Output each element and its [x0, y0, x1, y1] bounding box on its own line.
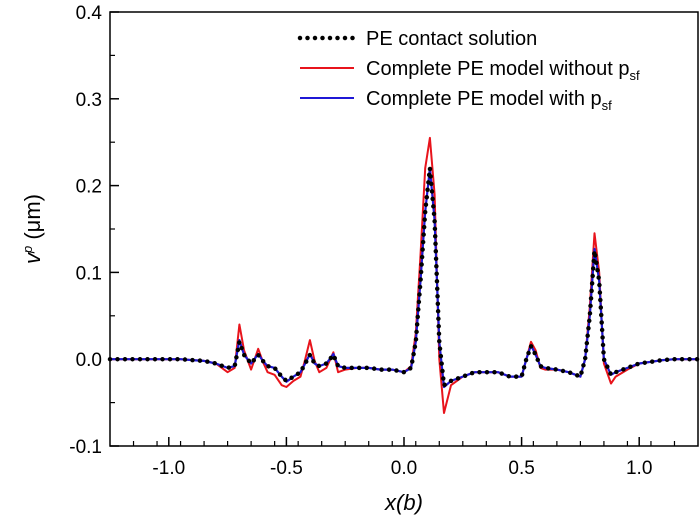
y-axis-symbol: v — [20, 251, 45, 264]
y-tick-label: 0.0 — [76, 350, 102, 371]
y-tick-label: 0.4 — [76, 3, 103, 24]
x-tick-labels: -1.0 -0.5 0.0 0.5 1.0 — [152, 458, 652, 479]
x-tick-label: -1.0 — [152, 458, 185, 479]
x-tick-label: 0.0 — [391, 458, 417, 479]
legend: PE contact solution Complete PE model wi… — [297, 28, 640, 113]
y-axis-superscript: p — [20, 246, 35, 254]
legend-label-with-psf-sub: sf — [602, 98, 613, 113]
x-tick-label: -0.5 — [270, 458, 303, 479]
legend-label-with-psf-text: Complete PE model with p — [366, 88, 602, 110]
series-line-with-psf — [110, 167, 698, 389]
y-axis-title: vp (μm) — [20, 194, 45, 264]
legend-label-without-psf-text: Complete PE model without p — [366, 58, 629, 80]
y-tick-label: 0.2 — [76, 177, 102, 198]
y-tick-label: 0.1 — [76, 263, 102, 284]
legend-label-without-psf: Complete PE model without psf — [366, 58, 640, 83]
axis-ticks — [110, 11, 676, 447]
x-tick-label: 0.5 — [508, 458, 534, 479]
x-axis-title: x(b) — [384, 490, 423, 515]
legend-label-without-psf-sub: sf — [629, 68, 640, 83]
legend-label-pe-contact: PE contact solution — [366, 28, 537, 50]
y-axis-unit: (μm) — [20, 194, 45, 246]
y-tick-label: -0.1 — [69, 437, 102, 458]
y-tick-labels: -0.1 0.0 0.1 0.2 0.3 0.4 — [69, 3, 102, 458]
x-tick-label: 1.0 — [626, 458, 652, 479]
y-tick-label: 0.3 — [76, 90, 102, 111]
series-group — [107, 136, 700, 414]
legend-label-with-psf: Complete PE model with psf — [366, 88, 612, 113]
series-line-pe-contact — [107, 167, 700, 389]
